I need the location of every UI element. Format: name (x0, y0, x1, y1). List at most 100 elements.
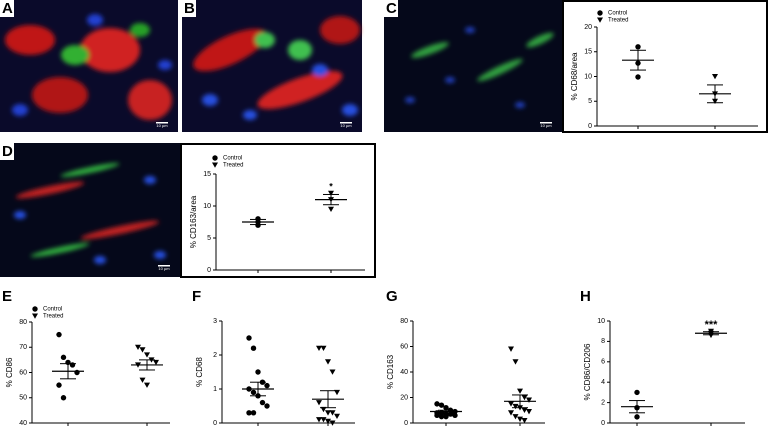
y-tick-label: 80 (19, 319, 27, 326)
data-point (144, 382, 150, 388)
y-tick-label: 5 (588, 98, 592, 105)
y-axis-label: % CD163 (386, 354, 395, 389)
y-axis-label: % CD68/area (570, 52, 579, 101)
data-point (434, 401, 440, 407)
panel-label: F (192, 288, 201, 305)
data-point (139, 347, 146, 353)
significance: *** (705, 319, 719, 331)
significance: * (329, 182, 333, 192)
legend-label: Treated (223, 163, 243, 169)
data-point (443, 413, 449, 420)
data-point (250, 410, 257, 416)
y-tick-label: 10 (597, 318, 605, 325)
legend-marker (212, 155, 218, 161)
data-point (512, 403, 519, 410)
y-axis-label: % CD68 (195, 357, 204, 387)
data-point (328, 206, 334, 212)
y-tick-label: 0 (588, 123, 592, 130)
data-point (135, 344, 141, 351)
y-tick-label: 50 (19, 395, 27, 402)
data-point (255, 369, 261, 375)
data-point (250, 345, 257, 351)
data-point (334, 389, 340, 396)
panel-frame (562, 0, 768, 133)
data-point (334, 413, 340, 419)
y-axis-label: % CD163/area (189, 195, 198, 248)
data-point (320, 345, 327, 351)
y-tick-label: 0 (404, 420, 408, 427)
data-point (329, 369, 336, 375)
data-point (60, 395, 67, 401)
legend-marker (32, 313, 38, 319)
scale-label: 10 µm (340, 123, 352, 128)
y-tick-label: 40 (19, 420, 27, 427)
data-point (329, 410, 336, 416)
data-point (316, 400, 322, 406)
panel-label: H (580, 288, 591, 305)
legend-label: Control (608, 11, 627, 17)
data-point (521, 417, 528, 424)
y-tick-label: 0 (207, 267, 211, 274)
y-tick-label: 80 (400, 318, 408, 325)
data-point (517, 416, 523, 422)
y-axis-label: % CD86/CD206 (583, 343, 592, 400)
y-axis-label: % CD86 (5, 357, 14, 387)
y-tick-label: 60 (19, 369, 27, 376)
data-point (246, 410, 252, 416)
y-tick-label: 5 (207, 235, 211, 242)
legend-label: Treated (608, 18, 628, 24)
data-point (325, 359, 331, 365)
data-point (708, 332, 714, 339)
y-tick-label: 0 (601, 420, 605, 427)
data-point (320, 417, 327, 423)
data-point (635, 74, 641, 80)
data-point (512, 359, 519, 365)
data-point (508, 346, 514, 352)
y-tick-label: 2 (213, 352, 217, 359)
y-tick-label: 15 (203, 171, 211, 178)
y-tick-label: 20 (400, 394, 408, 401)
data-point (508, 410, 514, 416)
scale-bars (156, 122, 552, 267)
scale-label: 10 µm (540, 123, 552, 128)
y-tick-label: 40 (400, 369, 408, 376)
data-point (452, 412, 458, 419)
data-point (320, 406, 327, 413)
data-point (74, 369, 80, 376)
panel-label: G (386, 288, 398, 305)
scale-label: 10 µm (156, 123, 168, 128)
y-tick-label: 3 (213, 318, 217, 325)
data-point (325, 410, 331, 416)
y-tick-label: 10 (584, 73, 592, 80)
legend-label: Treated (43, 314, 63, 320)
data-point (443, 405, 449, 411)
panel-label: C (386, 0, 397, 17)
image-b (182, 0, 362, 132)
data-point (517, 388, 523, 394)
y-tick-label: 10 (203, 203, 211, 210)
y-tick-label: 1 (213, 386, 217, 393)
panel-frame (180, 143, 376, 278)
data-point (316, 345, 322, 351)
data-point (521, 395, 528, 401)
data-point (264, 382, 270, 389)
data-point (438, 413, 445, 420)
data-point (153, 359, 159, 366)
data-point (328, 190, 334, 196)
panel-label: A (2, 0, 13, 17)
data-point (56, 382, 62, 388)
data-point (634, 414, 640, 420)
data-point (526, 397, 532, 403)
data-point (56, 331, 62, 338)
legend-label: Control (223, 156, 242, 162)
image-a (0, 0, 178, 132)
data-point (246, 335, 252, 341)
data-point (438, 402, 445, 408)
data-point (526, 409, 532, 415)
data-point (635, 44, 641, 50)
data-point (316, 417, 322, 423)
y-tick-label: 0 (213, 420, 217, 427)
y-tick-label: 15 (584, 49, 592, 56)
data-point (264, 403, 270, 409)
